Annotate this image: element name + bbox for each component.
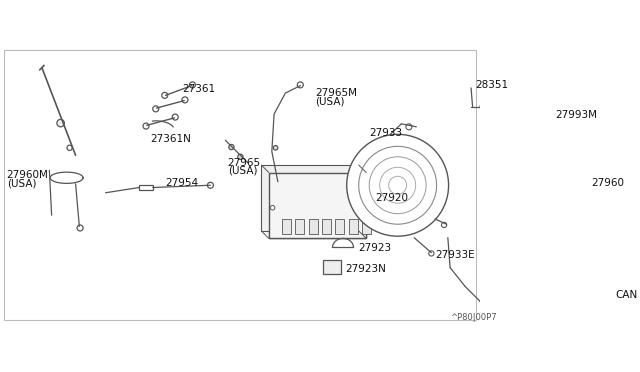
Text: (USA): (USA) [228, 165, 257, 175]
Text: 27993M: 27993M [555, 110, 597, 121]
Circle shape [480, 103, 488, 110]
Text: 27923N: 27923N [345, 264, 386, 274]
Bar [269, 173, 366, 238]
Circle shape [621, 272, 627, 278]
Circle shape [77, 225, 83, 231]
Circle shape [406, 124, 412, 130]
Circle shape [489, 311, 494, 316]
Circle shape [388, 176, 406, 194]
Circle shape [182, 97, 188, 103]
Text: 27965M: 27965M [316, 88, 357, 98]
Bar [282, 219, 291, 234]
Circle shape [143, 123, 149, 129]
Bar [566, 185, 637, 283]
Bar [323, 260, 342, 274]
Circle shape [237, 154, 243, 160]
Text: 27954: 27954 [166, 178, 198, 188]
Text: CAN: CAN [615, 290, 637, 300]
Circle shape [380, 167, 415, 203]
Bar [140, 185, 153, 190]
Text: (USA): (USA) [6, 179, 36, 189]
Circle shape [298, 82, 303, 88]
Circle shape [228, 144, 234, 150]
Circle shape [270, 205, 275, 210]
Circle shape [622, 214, 630, 221]
Circle shape [369, 157, 426, 214]
Circle shape [172, 114, 178, 120]
Circle shape [429, 251, 434, 256]
Bar [269, 173, 366, 238]
Text: 27965: 27965 [228, 157, 260, 167]
Text: 27361N: 27361N [150, 134, 191, 144]
Text: 27960: 27960 [591, 178, 624, 188]
Circle shape [57, 119, 65, 127]
Bar [362, 219, 371, 234]
Circle shape [586, 272, 591, 278]
Circle shape [207, 182, 213, 188]
Bar [308, 219, 317, 234]
Text: (USA): (USA) [316, 96, 345, 106]
Circle shape [189, 82, 195, 88]
Circle shape [442, 222, 447, 228]
Circle shape [358, 198, 362, 202]
Circle shape [153, 106, 159, 112]
Text: 28351: 28351 [475, 80, 508, 90]
Text: 27933: 27933 [369, 128, 403, 138]
Text: 27920: 27920 [375, 193, 408, 203]
Circle shape [589, 209, 596, 217]
Bar [349, 219, 358, 234]
Text: 27361: 27361 [182, 84, 216, 94]
Bar [322, 219, 331, 234]
Bar [335, 219, 344, 234]
Circle shape [67, 145, 72, 150]
Text: 27960M: 27960M [6, 170, 49, 180]
Text: 27933E: 27933E [435, 250, 475, 260]
Circle shape [273, 145, 278, 150]
Circle shape [347, 134, 449, 236]
Circle shape [542, 115, 547, 120]
Bar [261, 165, 358, 231]
Text: ^P80|00P7: ^P80|00P7 [450, 312, 497, 321]
Text: 27923: 27923 [358, 243, 392, 253]
Circle shape [558, 125, 564, 131]
Circle shape [358, 146, 436, 224]
Bar [295, 219, 304, 234]
Circle shape [162, 92, 168, 98]
